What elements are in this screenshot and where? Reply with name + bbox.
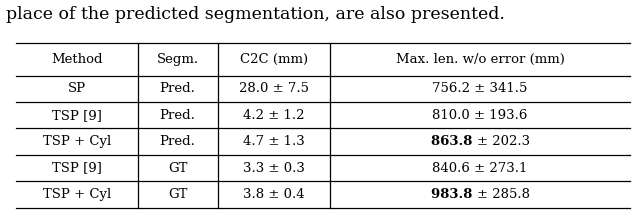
Text: 3.3 ± 0.3: 3.3 ± 0.3 <box>243 161 305 175</box>
Text: TSP + Cyl: TSP + Cyl <box>43 188 111 201</box>
Text: Method: Method <box>51 53 102 66</box>
Text: Pred.: Pred. <box>159 109 196 122</box>
Text: 4.7 ± 1.3: 4.7 ± 1.3 <box>243 135 305 148</box>
Text: 28.0 ± 7.5: 28.0 ± 7.5 <box>239 82 308 95</box>
Text: TSP [9]: TSP [9] <box>52 161 102 175</box>
Text: 983.8: 983.8 <box>431 188 477 201</box>
Text: 810.0 ± 193.6: 810.0 ± 193.6 <box>432 109 528 122</box>
Text: TSP + Cyl: TSP + Cyl <box>43 135 111 148</box>
Text: 756.2 ± 341.5: 756.2 ± 341.5 <box>432 82 528 95</box>
Text: 840.6 ± 273.1: 840.6 ± 273.1 <box>432 161 528 175</box>
Text: GT: GT <box>168 188 188 201</box>
Text: Pred.: Pred. <box>159 82 196 95</box>
Text: ± 285.8: ± 285.8 <box>477 188 530 201</box>
Text: GT: GT <box>168 161 188 175</box>
Text: 4.2 ± 1.2: 4.2 ± 1.2 <box>243 109 305 122</box>
Text: 863.8: 863.8 <box>431 135 477 148</box>
Text: place of the predicted segmentation, are also presented.: place of the predicted segmentation, are… <box>6 6 505 23</box>
Text: TSP [9]: TSP [9] <box>52 109 102 122</box>
Text: 3.8 ± 0.4: 3.8 ± 0.4 <box>243 188 305 201</box>
Text: Max. len. w/o error (mm): Max. len. w/o error (mm) <box>396 53 564 66</box>
Text: Pred.: Pred. <box>159 135 196 148</box>
Text: SP: SP <box>68 82 86 95</box>
Text: ± 202.3: ± 202.3 <box>477 135 530 148</box>
Text: Segm.: Segm. <box>157 53 198 66</box>
Text: C2C (mm): C2C (mm) <box>239 53 308 66</box>
